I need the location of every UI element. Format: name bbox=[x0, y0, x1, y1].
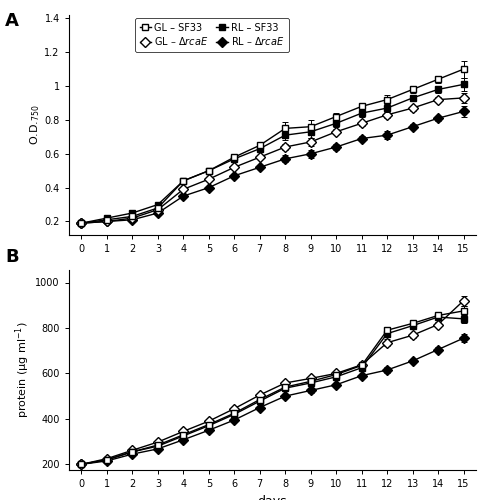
Text: B: B bbox=[5, 248, 19, 266]
Text: A: A bbox=[5, 12, 19, 30]
X-axis label: days: days bbox=[258, 494, 287, 500]
Y-axis label: O.D.$_{750}$: O.D.$_{750}$ bbox=[28, 104, 42, 146]
Y-axis label: protein (µg ml$^{-1}$): protein (µg ml$^{-1}$) bbox=[14, 322, 32, 418]
Legend: GL – SF33, GL – Δ$\it{rcaE}$, RL – SF33, RL – Δ$\it{rcaE}$: GL – SF33, GL – Δ$\it{rcaE}$, RL – SF33,… bbox=[135, 18, 289, 52]
